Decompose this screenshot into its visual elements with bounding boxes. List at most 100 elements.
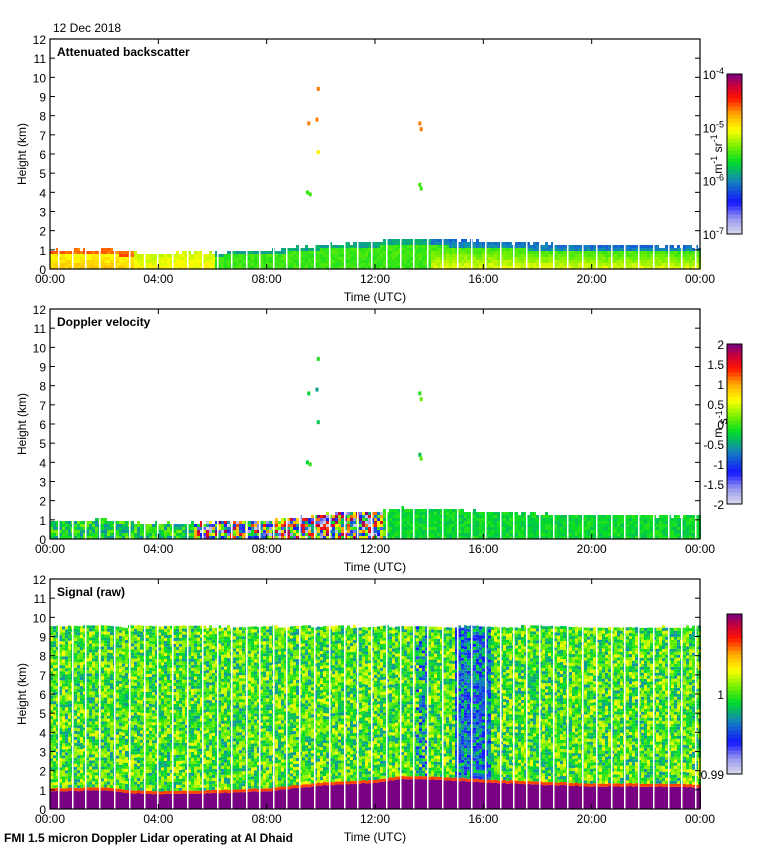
heatmap-cell [95,634,98,638]
cloud-return [307,391,311,396]
heatmap-cell [74,263,77,266]
heatmap-cell [443,245,446,248]
heatmap-cell [665,518,668,521]
heatmap-cell [59,692,62,696]
heatmap-cell [686,521,689,524]
heatmap-cell [50,743,53,747]
heatmap-cell [590,257,593,260]
heatmap-cell [479,527,482,530]
heatmap-cell [308,524,311,527]
heatmap-cell [425,524,428,527]
data-gap [114,309,116,539]
heatmap-cell [440,242,443,245]
heatmap-cell [353,260,356,263]
heatmap-cell [164,263,167,266]
colorbar-segment [727,416,742,421]
heatmap-cell [488,260,491,263]
heatmap-cell [251,533,254,536]
heatmap-cell [89,533,92,536]
heatmap-cell [551,266,554,269]
heatmap-cell [224,521,227,524]
heatmap-cell [479,266,482,269]
heatmap-cell [434,260,437,263]
heatmap-cell [620,266,623,269]
heatmap-cell [89,700,92,704]
heatmap-cell [395,254,398,257]
heatmap-cell [674,524,677,527]
heatmap-cell [254,530,257,533]
heatmap-cell [116,686,119,690]
heatmap-cell [95,757,98,761]
heatmap-cell [353,242,356,245]
heatmap-cell [440,248,443,251]
heatmap-cell [479,521,482,524]
heatmap-cell [89,721,92,725]
heatmap-cell [419,518,422,521]
heatmap-cell [599,536,602,539]
heatmap-cell [440,254,443,257]
heatmap-cell [326,533,329,536]
heatmap-cell [281,524,284,527]
heatmap-cell [689,533,692,536]
heatmap-cell [683,254,686,257]
heatmap-cell [119,713,122,717]
heatmap-cell [269,263,272,266]
heatmap-cell [116,668,119,672]
heatmap-cell [50,254,53,257]
heatmap-cell [86,260,89,263]
heatmap-cell [338,254,341,257]
heatmap-cell [689,248,692,251]
heatmap-cell [683,248,686,251]
heatmap-cell [95,784,98,788]
heatmap-cell [401,239,404,242]
heatmap-cell [296,518,299,521]
heatmap-cell [56,727,59,731]
heatmap-cell [53,752,56,756]
heatmap-cell [77,716,80,720]
heatmap-cell [74,712,77,716]
heatmap-cell [65,644,68,648]
heatmap-cell [332,521,335,524]
heatmap-cell [593,521,596,524]
heatmap-cell [164,530,167,533]
heatmap-cell [437,509,440,512]
heatmap-cell [176,263,179,266]
heatmap-cell [428,251,431,254]
heatmap-cell [407,263,410,266]
heatmap-cell [380,251,383,254]
heatmap-cell [677,518,680,521]
heatmap-cell [56,676,59,680]
heatmap-cell [590,248,593,251]
heatmap-cell [320,521,323,524]
heatmap-cell [206,266,209,269]
heatmap-cell [80,266,83,269]
heatmap-cell [455,251,458,254]
heatmap-cell [488,254,491,257]
heatmap-cell [692,251,695,254]
heatmap-cell [122,254,125,257]
heatmap-cell [104,536,107,539]
heatmap-cell [221,263,224,266]
heatmap-cell [554,263,557,266]
heatmap-cell [119,770,122,774]
heatmap-cell [599,533,602,536]
heatmap-cell [521,518,524,521]
heatmap-cell [92,703,95,707]
data-gap [500,39,502,269]
heatmap-cell [326,257,329,260]
heatmap-cell [464,266,467,269]
heatmap-cell [533,521,536,524]
heatmap-cell [338,248,341,251]
heatmap-cell [167,266,170,269]
heatmap-cell [92,682,95,686]
heatmap-cell [320,254,323,257]
heatmap-cell [380,524,383,527]
heatmap-cell [278,536,281,539]
heatmap-cell [515,527,518,530]
heatmap-cell [95,781,98,785]
heatmap-cell [674,254,677,257]
heatmap-cell [77,254,80,257]
heatmap-cell [95,676,98,680]
heatmap-cell [86,649,89,653]
